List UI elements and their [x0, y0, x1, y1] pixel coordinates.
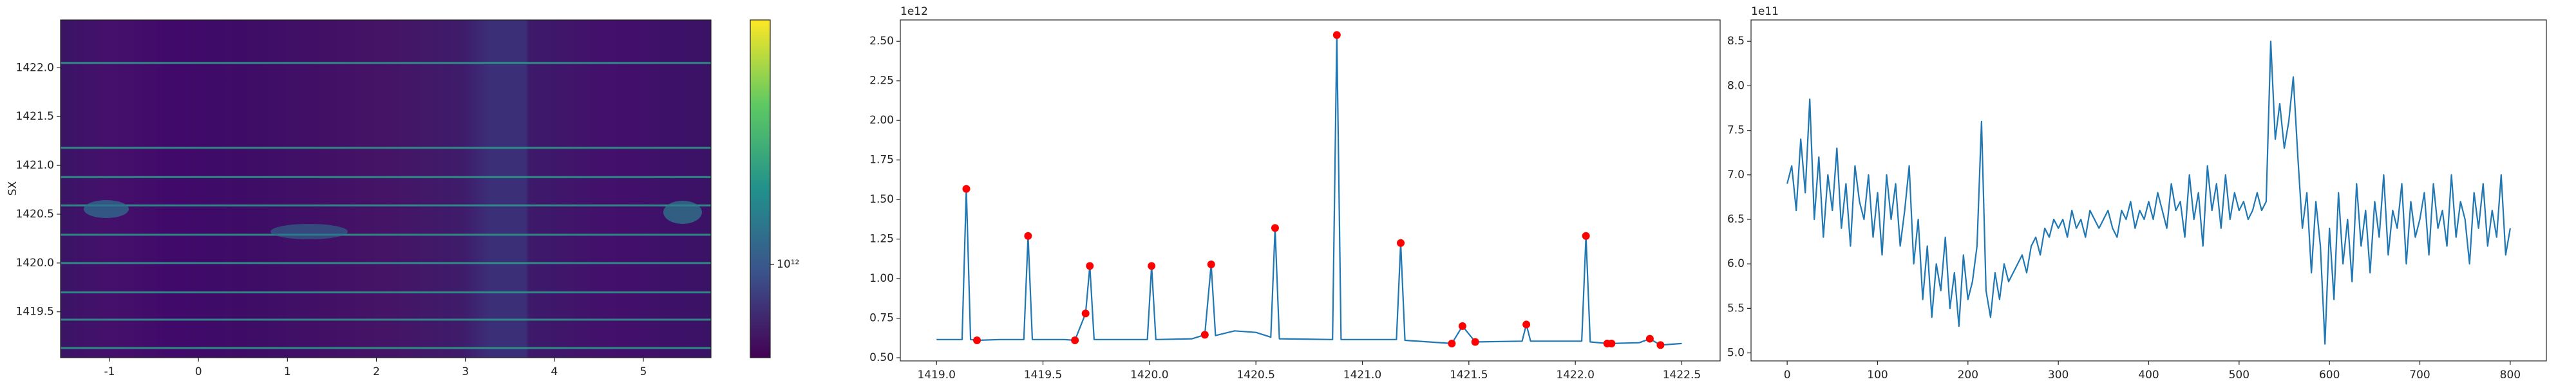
colorbar-tick-label: 10¹² [777, 258, 799, 271]
y-tick-label: 1.75 [869, 154, 894, 167]
peak-marker [1024, 232, 1032, 240]
y-tick-label: 0.50 [869, 351, 894, 364]
y-tick-label: 1.25 [869, 233, 894, 246]
x-tick-label: 300 [2048, 369, 2069, 381]
offset-label: 1e12 [900, 5, 928, 18]
peak-marker [1332, 31, 1341, 39]
x-tick-label: 1420.5 [1236, 369, 1274, 381]
y-tick-label: 1421.5 [16, 110, 54, 123]
peak-marker [962, 185, 971, 193]
y-axis-label: SX [6, 181, 19, 196]
peak-marker [1522, 320, 1531, 329]
peak-marker [1645, 335, 1654, 343]
y-tick-label: 7.5 [1727, 124, 1745, 137]
y-tick-label: 1420.5 [16, 208, 54, 221]
axes-frame [1750, 19, 2547, 362]
x-tick-label: 500 [2229, 369, 2249, 381]
y-tick-label: 7.0 [1727, 169, 1745, 181]
colorbar [750, 20, 770, 358]
x-tick-label: -1 [104, 365, 115, 378]
y-tick-label: 8.5 [1727, 35, 1745, 48]
x-tick-label: 0 [195, 365, 202, 378]
x-tick-label: 1422.0 [1556, 369, 1594, 381]
peak-marker [1607, 339, 1616, 347]
x-tick-label: 700 [2409, 369, 2430, 381]
peak-marker [1086, 262, 1094, 270]
peak-marker [1081, 309, 1090, 318]
x-tick-label: 400 [2138, 369, 2159, 381]
x-tick-label: 1419.5 [1024, 369, 1062, 381]
y-tick-label: 5.0 [1727, 347, 1745, 360]
peak-marker [1200, 331, 1209, 339]
x-tick-label: 4 [551, 365, 558, 378]
peak-marker [1471, 338, 1479, 346]
axes-frame [900, 19, 1721, 362]
x-tick-label: 2 [373, 365, 380, 378]
x-tick-label: 5 [640, 365, 647, 378]
y-tick-label: 8.0 [1727, 79, 1745, 92]
y-tick-label: 1420.0 [16, 257, 54, 270]
y-tick-label: 1.00 [869, 272, 894, 285]
heatmap-blob [84, 200, 129, 218]
heatmap-background [61, 20, 711, 358]
data-line [936, 34, 1682, 346]
peak-marker [1271, 224, 1279, 232]
y-tick-label: 6.5 [1727, 213, 1745, 226]
peak-marker [1071, 336, 1079, 345]
heatmap-blob [270, 224, 348, 239]
offset-label: 1e11 [1751, 5, 1779, 18]
peak-marker [1397, 239, 1405, 247]
y-tick-label: 5.5 [1727, 302, 1745, 315]
peak-marker [1458, 322, 1466, 330]
y-tick-label: 2.25 [869, 75, 894, 87]
y-tick-label: 1421.0 [16, 159, 54, 172]
y-tick-label: 1.50 [869, 193, 894, 206]
x-tick-label: 1422.5 [1663, 369, 1701, 381]
peak-marker [1148, 262, 1156, 270]
x-tick-label: 600 [2319, 369, 2340, 381]
x-tick-label: 1421.0 [1343, 369, 1381, 381]
x-tick-label: 0 [1784, 369, 1791, 381]
x-tick-label: 1421.5 [1450, 369, 1488, 381]
y-tick-label: 1422.0 [16, 61, 54, 74]
x-tick-label: 3 [462, 365, 469, 378]
peak-marker [1207, 260, 1215, 268]
x-tick-label: 100 [1867, 369, 1888, 381]
x-tick-label: 1420.0 [1130, 369, 1168, 381]
x-tick-label: 1 [284, 365, 291, 378]
y-tick-label: 1419.5 [16, 306, 54, 318]
x-tick-label: 200 [1958, 369, 1978, 381]
axes-frame [60, 19, 712, 358]
x-tick-label: 800 [2500, 369, 2521, 381]
peak-marker [1656, 341, 1665, 349]
peak-marker [973, 336, 981, 345]
colorbar-frame [750, 19, 771, 358]
data-line [1786, 41, 2511, 345]
y-tick-label: 2.00 [869, 114, 894, 127]
heatmap-blob [663, 201, 702, 224]
peak-marker [1582, 232, 1590, 240]
y-tick-label: 0.75 [869, 312, 894, 325]
y-tick-label: 6.0 [1727, 257, 1745, 270]
x-tick-label: 1419.0 [917, 369, 955, 381]
peak-marker [1448, 339, 1456, 347]
y-tick-label: 2.50 [869, 35, 894, 48]
